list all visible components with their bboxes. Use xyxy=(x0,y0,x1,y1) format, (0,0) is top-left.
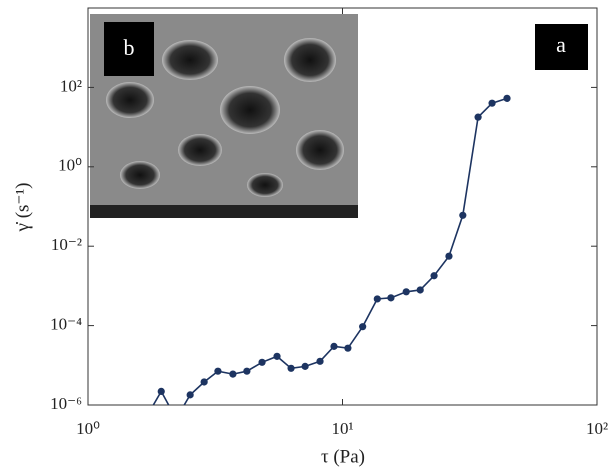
y-axis-label: γ̇ (s⁻¹) xyxy=(12,183,33,233)
data-point xyxy=(488,100,495,107)
data-point xyxy=(201,378,208,385)
data-point xyxy=(459,212,466,219)
data-point xyxy=(302,363,309,370)
data-point xyxy=(214,368,221,375)
inset-image: b xyxy=(90,14,358,218)
data-point xyxy=(229,371,236,378)
y-tick-label: 10⁰ xyxy=(58,156,82,175)
data-point xyxy=(142,415,149,422)
data-point xyxy=(287,365,294,372)
data-point xyxy=(387,294,394,301)
data-point xyxy=(243,368,250,375)
y-tick-label: 10⁻⁶ xyxy=(50,394,82,413)
data-point xyxy=(417,286,424,293)
data-point xyxy=(158,388,165,395)
data-point xyxy=(344,345,351,352)
data-point xyxy=(503,95,510,102)
data-point xyxy=(430,272,437,279)
data-point xyxy=(374,295,381,302)
x-tick-label: 10⁰ xyxy=(76,419,100,438)
x-tick-label: 10² xyxy=(586,419,608,438)
data-point xyxy=(173,415,180,422)
data-point xyxy=(445,253,452,260)
inset-label: b xyxy=(124,35,135,60)
y-tick-label: 10² xyxy=(60,76,82,95)
data-point xyxy=(359,323,366,330)
data-point xyxy=(403,288,410,295)
data-point xyxy=(474,114,481,121)
y-tick-label: 10⁻⁴ xyxy=(50,315,82,334)
data-point xyxy=(258,359,265,366)
data-point xyxy=(330,343,337,350)
chart: b a τ (Pa) γ̇ (s⁻¹) 10⁻⁶ 10⁻⁴ 10⁻² 10⁰ 10² 10… xyxy=(0,0,611,467)
data-point xyxy=(187,391,194,398)
x-tick-label: 10¹ xyxy=(331,419,353,438)
y-tick-label: 10⁻² xyxy=(51,235,82,254)
panel-label: a xyxy=(556,32,566,57)
x-axis-label: τ (Pa) xyxy=(321,446,365,467)
data-point xyxy=(273,353,280,360)
data-point xyxy=(316,358,323,365)
